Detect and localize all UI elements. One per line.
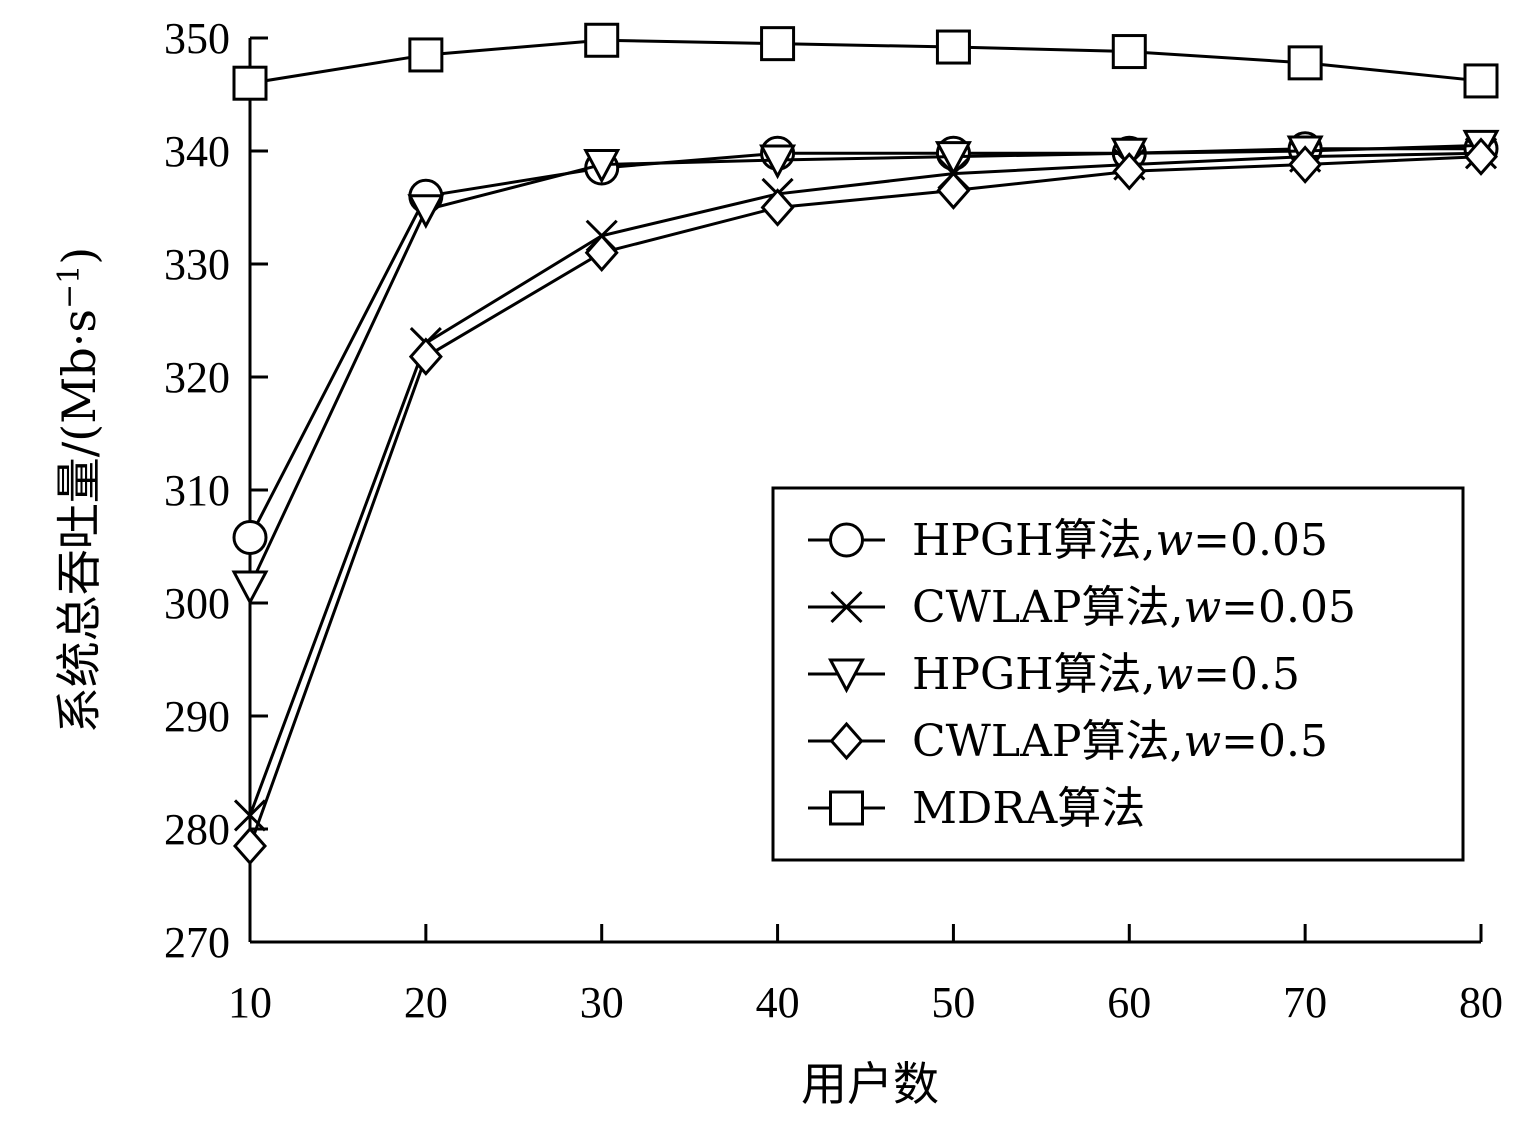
- data-point-triangle-down: [231, 570, 269, 606]
- x-tick-label: 20: [404, 978, 448, 1027]
- legend-label: HPGH算法,w=0.05: [912, 515, 1328, 566]
- ticks: 270 280 290 300 310 320 330 340 350 10 20 30 40 50 60 7…: [164, 14, 1503, 1027]
- legend-label-prefix: MDRA算法: [912, 783, 1145, 834]
- legend-label: CWLAP算法,w=0.5: [912, 716, 1328, 767]
- legend-item: MDRA算法: [808, 783, 1145, 834]
- x-tick-label: 50: [931, 978, 975, 1027]
- series-4: [232, 22, 1499, 101]
- legend-label: CWLAP算法,w=0.05: [912, 582, 1356, 633]
- x-axis-title: 用户数: [801, 1057, 939, 1111]
- y-axis-title: 系统总吞吐量/(Mb·s−1): [52, 247, 106, 733]
- x-tick-label: 70: [1283, 978, 1327, 1027]
- data-point-diamond: [232, 826, 268, 866]
- series-3: [232, 137, 1499, 866]
- x-stroke: [830, 590, 863, 624]
- legend-label-suffix: =0.5: [1221, 716, 1328, 767]
- series-layer: [231, 22, 1500, 866]
- series-line: [249, 38, 1482, 85]
- y-tick-label: 350: [164, 14, 230, 63]
- series-line: [248, 155, 1482, 847]
- data-point-triangle-down: [583, 149, 621, 184]
- y-tick-label: 290: [164, 692, 230, 741]
- x-tick-label: 80: [1459, 978, 1503, 1027]
- y-tick-label: 320: [164, 353, 230, 402]
- series-line: [248, 151, 1482, 816]
- legend-label-suffix: =0.05: [1221, 582, 1356, 633]
- legend-marker-circle: [829, 522, 864, 558]
- legend-label-prefix: HPGH算法,: [912, 515, 1155, 566]
- data-point-diamond: [408, 337, 443, 376]
- data-point-square: [1287, 45, 1323, 81]
- x-tick-label: 10: [228, 978, 272, 1027]
- data-point-square: [408, 37, 444, 73]
- data-point-square: [584, 22, 620, 58]
- legend-item: CWLAP算法,w=0.05: [808, 582, 1356, 633]
- legend-item: CWLAP算法,w=0.5: [808, 716, 1328, 767]
- y-tick-label: 280: [164, 805, 230, 854]
- legend-box: [771, 486, 1465, 862]
- data-point-diamond: [1463, 137, 1499, 176]
- legend-item: HPGH算法,w=0.05: [808, 515, 1328, 566]
- data-point-circle: [232, 519, 268, 555]
- y-tick-label: 310: [164, 466, 230, 515]
- series-line: [248, 143, 1482, 587]
- data-point-diamond: [584, 233, 619, 272]
- y-tick-label: 270: [164, 918, 230, 967]
- legend-label-var: w: [1183, 582, 1221, 633]
- legend-label-var: w: [1155, 649, 1193, 700]
- y-tick-label: 330: [164, 240, 230, 289]
- data-point-triangle-down: [407, 194, 445, 229]
- legend-label: MDRA算法: [912, 783, 1145, 834]
- legend-marker-diamond: [829, 721, 864, 761]
- x-tick-label: 30: [580, 978, 624, 1027]
- y-axis-title-sup: −1: [52, 265, 87, 309]
- legend-label-prefix: HPGH算法,: [912, 649, 1155, 700]
- data-point-diamond: [1288, 145, 1323, 184]
- legend-label: HPGH算法,w=0.5: [912, 649, 1300, 700]
- legend-item: HPGH算法,w=0.5: [808, 649, 1300, 700]
- data-point-diamond: [1112, 152, 1147, 191]
- x-tick-label: 40: [756, 978, 800, 1027]
- x-tick-label: 60: [1107, 978, 1151, 1027]
- legend-marker-x: [830, 590, 863, 624]
- data-point-x: [233, 799, 267, 832]
- x-stroke: [233, 799, 267, 832]
- data-point-diamond: [760, 188, 795, 227]
- legend-marker-triangle-down: [828, 658, 865, 694]
- legend-marker-square: [829, 790, 864, 826]
- y-axis-title-main: 系统总吞吐量/(Mb·s: [52, 309, 106, 733]
- data-point-square: [1463, 63, 1499, 99]
- legend-label-prefix: CWLAP算法,: [912, 582, 1183, 633]
- legend: HPGH算法,w=0.05CWLAP算法,w=0.05HPGH算法,w=0.5C…: [771, 486, 1465, 862]
- series-line: [248, 147, 1481, 539]
- data-point-square: [232, 65, 268, 101]
- y-tick-label: 340: [164, 127, 230, 176]
- data-point-triangle-down: [934, 141, 972, 176]
- data-point-triangle-down: [759, 144, 797, 180]
- y-axis-title-close: ): [52, 247, 106, 265]
- data-point-square: [760, 26, 796, 62]
- legend-label-prefix: CWLAP算法,: [912, 716, 1183, 767]
- legend-label-var: w: [1155, 515, 1193, 566]
- legend-label-suffix: =0.5: [1193, 649, 1300, 700]
- legend-label-var: w: [1183, 716, 1221, 767]
- y-tick-label: 300: [164, 579, 230, 628]
- data-point-square: [1111, 34, 1147, 70]
- data-point-square: [935, 29, 971, 65]
- data-point-diamond: [936, 171, 971, 210]
- legend-label-suffix: =0.05: [1193, 515, 1328, 566]
